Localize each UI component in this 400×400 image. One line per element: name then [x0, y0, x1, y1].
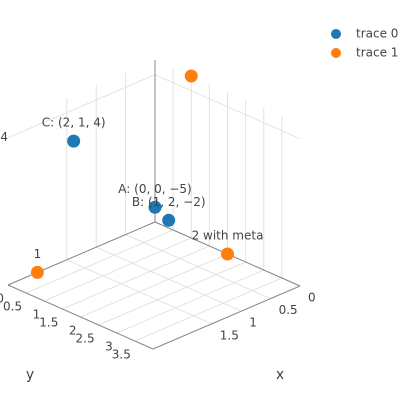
z-tick-label: 4	[0, 130, 8, 144]
point	[221, 247, 234, 261]
grid-line	[80, 253, 228, 318]
x-axis-title: x	[276, 367, 284, 383]
y-tick-label: 3	[105, 340, 113, 354]
y-tick-label: 1.5	[39, 316, 58, 330]
y-axis-title: y	[26, 367, 34, 383]
grid-line	[62, 245, 210, 310]
box-edge	[7, 221, 156, 286]
mark-layer: A: (0, 0, −5)B: (1, 2, −2) C: (2, 1, 4) 1 2…	[30, 69, 264, 279]
grid-line	[7, 74, 156, 139]
point	[148, 200, 162, 214]
x-tick-label: 0	[308, 291, 316, 305]
box-edge	[152, 285, 301, 350]
x-tick-label: 1.5	[220, 328, 239, 342]
grid-line	[134, 277, 283, 342]
grid-line	[116, 269, 264, 334]
legend-marker	[331, 29, 341, 39]
legend-label: trace 1	[356, 46, 398, 60]
point-label: 2 with meta	[192, 229, 264, 243]
point	[30, 265, 44, 279]
grid-line	[154, 74, 301, 140]
y-tick-label: 0	[0, 292, 4, 306]
y-tick-label: 2	[69, 324, 77, 338]
y-tick-label: 2.5	[76, 332, 95, 346]
x-tick-label: 1	[249, 316, 257, 330]
point	[162, 213, 176, 227]
legend-label: trace 0	[356, 27, 398, 41]
point	[184, 69, 198, 83]
grid-layer	[7, 60, 301, 342]
box-edge	[7, 284, 154, 350]
point-label: B: (1, 2, −2)	[132, 195, 206, 209]
grid-line	[44, 237, 192, 302]
point-label: A: (0, 0, −5)	[118, 182, 191, 196]
grid-line	[98, 261, 246, 326]
grid-line	[25, 229, 174, 294]
y-tick-label: 3.5	[112, 348, 131, 362]
legend-marker	[331, 48, 341, 58]
point	[67, 134, 81, 148]
y-tick-label: 0.5	[3, 300, 22, 314]
point-label: 1	[34, 247, 42, 261]
point-label: C: (2, 1, 4)	[42, 116, 106, 130]
y-tick-label: 1	[33, 308, 41, 322]
x-tick-label: 0.5	[279, 303, 298, 317]
